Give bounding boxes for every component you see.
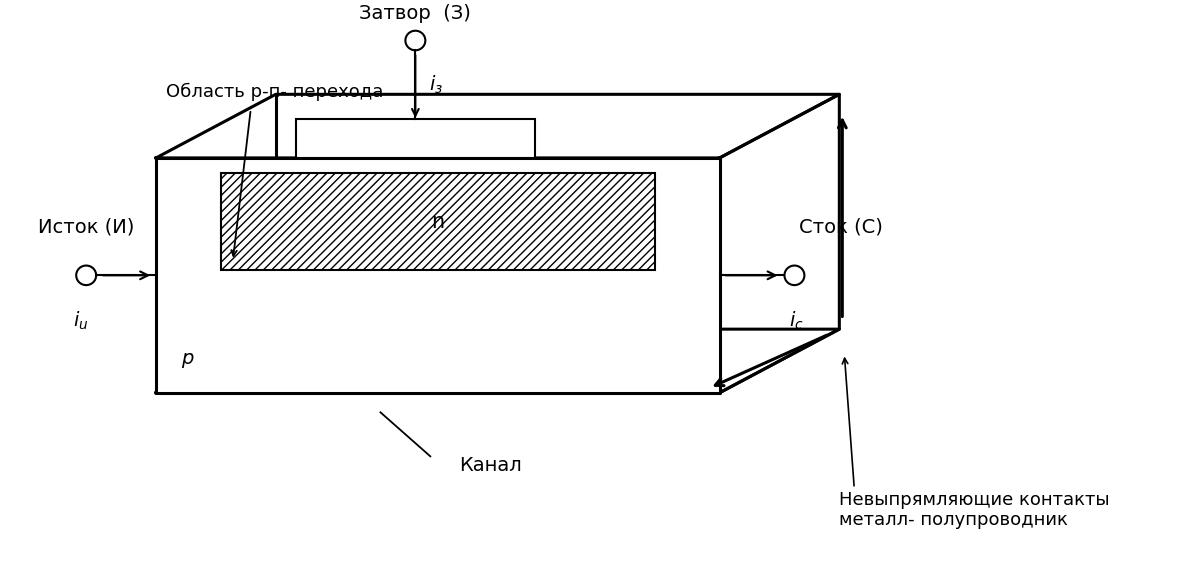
Text: Область р-п- перехода: Область р-п- перехода (166, 83, 383, 101)
Bar (221, 173, 655, 271)
Text: р: р (181, 349, 194, 368)
Bar (296, 119, 535, 158)
Text: Затвор  (З): Затвор (З) (359, 4, 471, 23)
Text: $i_c$: $i_c$ (789, 310, 804, 332)
Polygon shape (156, 329, 839, 393)
Text: Канал: Канал (459, 456, 522, 475)
Text: Сток (С): Сток (С) (799, 217, 883, 236)
Text: Невыпрямляющие контакты
металл- полупроводник: Невыпрямляющие контакты металл- полупров… (839, 491, 1111, 530)
Text: n: n (432, 211, 445, 232)
Polygon shape (156, 158, 719, 393)
Polygon shape (156, 94, 839, 158)
Text: $i_з$: $i_з$ (429, 73, 443, 95)
Polygon shape (719, 94, 839, 393)
Text: Исток (И): Исток (И) (38, 217, 134, 236)
Text: $i_u$: $i_u$ (74, 310, 89, 332)
